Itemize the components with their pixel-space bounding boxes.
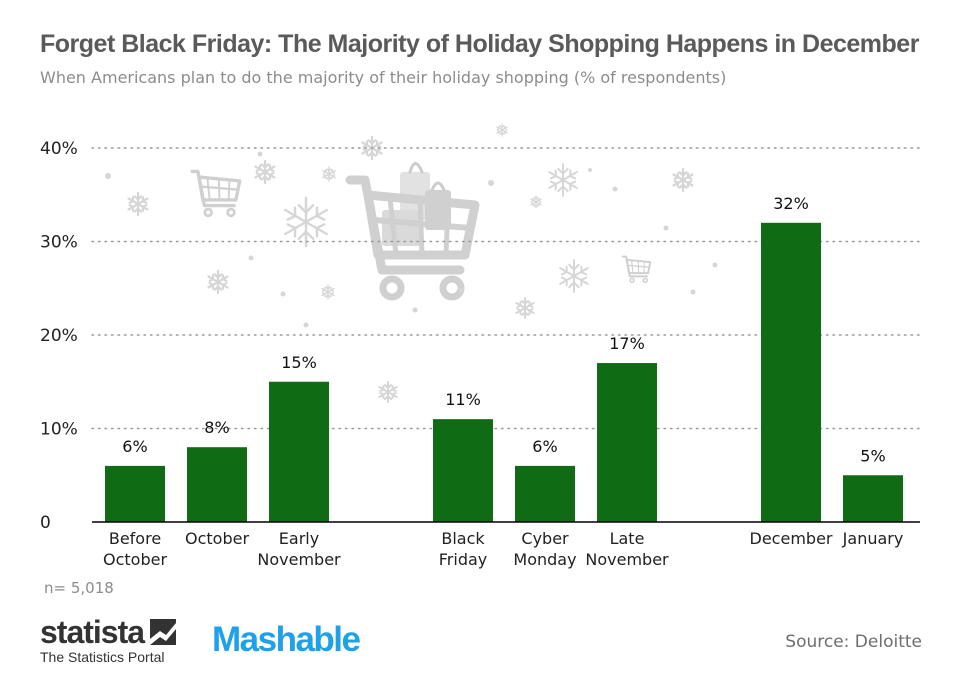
source-label: Source: Deloitte: [785, 632, 922, 652]
y-tick-label: 20%: [40, 326, 78, 346]
statista-mark-icon: [150, 619, 177, 645]
x-tick-label: October: [185, 529, 249, 548]
bar: [269, 381, 329, 522]
x-tick-label: January: [842, 529, 904, 548]
value-label: 8%: [204, 418, 229, 437]
value-label: 6%: [532, 437, 557, 456]
value-label: 32%: [773, 194, 809, 213]
y-tick-label: 40%: [40, 139, 78, 159]
value-label: 11%: [445, 390, 481, 409]
sample-size-note: n= 5,018: [44, 579, 114, 597]
value-label: 15%: [281, 353, 317, 372]
y-axis-labels: 0 10% 20% 30% 40%: [40, 139, 78, 533]
x-tick-label: Before October: [103, 529, 167, 569]
bar: [761, 222, 821, 523]
background-decoration: [105, 123, 718, 403]
chart-subtitle: When Americans plan to do the majority o…: [40, 68, 727, 87]
small-cart-icon: [190, 169, 242, 218]
y-tick-label: 10%: [40, 420, 78, 440]
bar: [843, 475, 903, 522]
statista-wordmark: statista: [40, 614, 145, 650]
x-tick-label: Black Friday: [439, 529, 488, 569]
value-labels: 6% 8% 15% 11% 6% 17% 32% 5%: [122, 194, 885, 465]
statista-tagline: The Statistics Portal: [40, 649, 165, 665]
value-label: 6%: [122, 437, 147, 456]
x-tick-label: Late November: [585, 529, 669, 569]
statista-logo: statista The Statistics Portal: [40, 614, 177, 665]
y-tick-label: 0: [40, 513, 51, 533]
x-tick-label: December: [750, 529, 833, 548]
bar: [105, 465, 165, 522]
bar: [433, 419, 493, 522]
bar: [597, 363, 657, 522]
bars: [105, 222, 903, 523]
mashable-logo: Mashable: [212, 620, 361, 659]
y-tick-label: 30%: [40, 233, 78, 253]
bar: [187, 447, 247, 522]
bar: [515, 465, 575, 522]
x-tick-label: Cyber Monday: [513, 529, 576, 569]
value-label: 5%: [860, 446, 885, 465]
chart-title: Forget Black Friday: The Majority of Hol…: [40, 30, 919, 58]
small-cart-icon: [621, 255, 652, 284]
x-tick-label: Early November: [257, 529, 341, 569]
value-label: 17%: [609, 334, 645, 353]
x-axis-labels: Before October October Early November Black Fr…: [103, 529, 903, 569]
